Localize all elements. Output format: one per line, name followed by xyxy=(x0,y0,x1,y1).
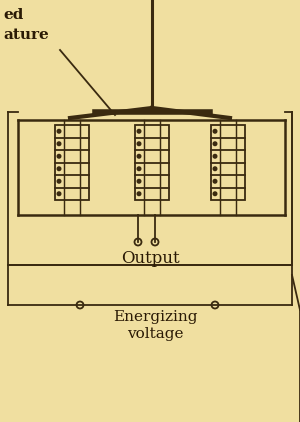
Circle shape xyxy=(137,179,141,183)
Circle shape xyxy=(213,142,217,146)
Circle shape xyxy=(137,192,141,195)
Circle shape xyxy=(57,142,61,146)
Circle shape xyxy=(213,192,217,195)
Circle shape xyxy=(213,179,217,183)
Circle shape xyxy=(57,130,61,133)
Text: Energizing: Energizing xyxy=(113,310,197,324)
Circle shape xyxy=(57,179,61,183)
Bar xyxy=(144,120,160,215)
Text: ature: ature xyxy=(3,28,49,42)
Circle shape xyxy=(57,192,61,195)
Text: Output: Output xyxy=(121,250,179,267)
Bar xyxy=(135,125,169,200)
Bar xyxy=(64,120,80,215)
Circle shape xyxy=(137,130,141,133)
Circle shape xyxy=(213,167,217,170)
Text: voltage: voltage xyxy=(127,327,183,341)
Circle shape xyxy=(57,154,61,158)
Circle shape xyxy=(213,154,217,158)
Bar xyxy=(55,125,89,200)
Circle shape xyxy=(137,154,141,158)
Circle shape xyxy=(213,130,217,133)
Bar xyxy=(211,125,245,200)
Bar xyxy=(220,120,236,215)
Circle shape xyxy=(137,142,141,146)
Circle shape xyxy=(57,167,61,170)
Text: ed: ed xyxy=(3,8,23,22)
Circle shape xyxy=(137,167,141,170)
